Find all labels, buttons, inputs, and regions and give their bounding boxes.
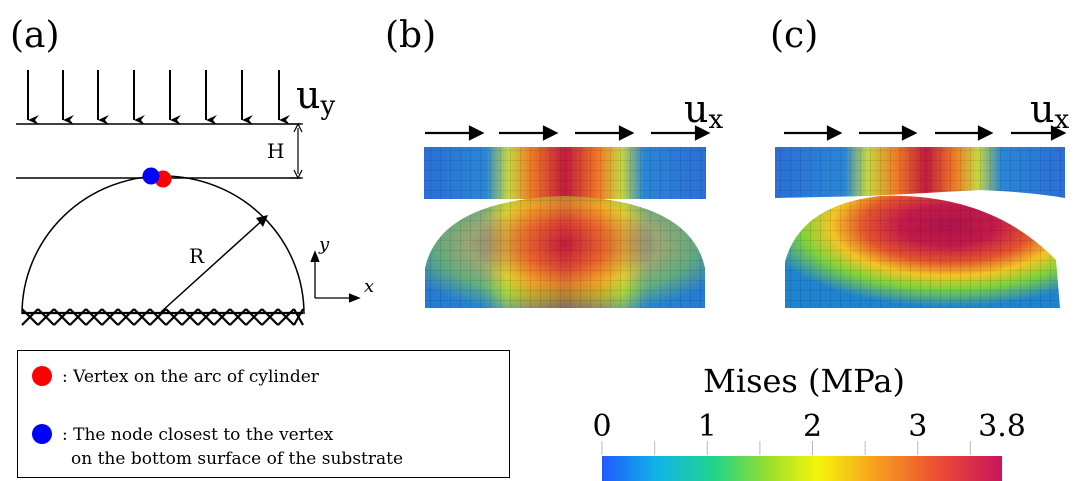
load-label-ux-c: ux — [1030, 87, 1069, 135]
node-blue-dot — [142, 167, 160, 185]
substrate-c-mesh — [775, 147, 1065, 198]
load-symbol-c: u — [1030, 87, 1054, 131]
legend-text-vertex: : Vertex on the arc of cylinder — [62, 367, 319, 387]
colorbar-tick-label: 3 — [908, 409, 927, 444]
hatch-mark — [245, 308, 263, 326]
colorbar-title: Mises (MPa) — [703, 362, 905, 400]
panel-a: (a) uy H R — [10, 15, 374, 326]
load-arrows-y — [27, 70, 290, 125]
axis-y-label: y — [318, 234, 330, 255]
colorbar-gradient — [602, 456, 1002, 481]
height-label: H — [267, 139, 284, 163]
substrate-b-mesh — [424, 147, 706, 199]
coordinate-axes — [310, 250, 361, 303]
load-symbol: u — [296, 73, 320, 117]
hatch-mark — [197, 308, 215, 326]
hatch-mark — [117, 308, 135, 326]
colorbar: Mises (MPa) 0 1 2 3 3.8 — [592, 362, 1026, 481]
colorbar-ticks: 0 1 2 3 3.8 — [592, 409, 1026, 455]
cylinder-b — [425, 196, 705, 308]
hatch-mark — [165, 308, 183, 326]
legend-blue-dot — [32, 424, 52, 444]
panel-b-label: (b) — [385, 15, 436, 56]
hatch-mark — [53, 308, 71, 326]
hatch-mark — [213, 308, 231, 326]
radius-arrowhead — [256, 215, 268, 227]
legend-red-dot — [32, 366, 52, 386]
legend-item-vertex: : Vertex on the arc of cylinder — [32, 365, 319, 389]
hatch-mark — [181, 308, 199, 326]
colorbar-tick-label: 1 — [698, 409, 717, 444]
hatch-mark — [277, 308, 295, 326]
load-subscript-c: x — [1054, 105, 1069, 135]
hatch-mark — [37, 308, 55, 326]
load-arrows-x-c — [784, 125, 1067, 141]
radius-label: R — [189, 244, 205, 268]
load-subscript-b: x — [708, 105, 723, 135]
hatch-marks — [21, 308, 304, 326]
hatch-mark — [85, 308, 103, 326]
hatch-mark — [229, 308, 247, 326]
hatch-mark — [293, 308, 304, 326]
hatch-mark — [149, 308, 167, 326]
colorbar-tick-label: 0 — [592, 409, 611, 444]
hatch-mark — [133, 308, 151, 326]
hatch-mark — [101, 308, 119, 326]
panel-a-label: (a) — [10, 15, 60, 56]
half-cylinder-outline — [21, 175, 305, 315]
legend-text-node-line1: : The node closest to the vertex — [62, 425, 334, 445]
panel-c: (c) ux — [770, 15, 1069, 308]
axis-x-label: x — [364, 276, 374, 297]
hatch-mark — [69, 308, 87, 326]
colorbar-tick-label: 3.8 — [978, 409, 1026, 444]
load-subscript: y — [319, 91, 335, 121]
panel-c-label: (c) — [770, 15, 818, 56]
colorbar-tick-label: 2 — [803, 409, 822, 444]
load-label-ux-b: ux — [684, 87, 723, 135]
load-arrows-x-b — [425, 125, 711, 141]
cylinder-c — [785, 195, 1060, 308]
panel-b: (b) ux — [385, 15, 723, 308]
hatch-mark — [261, 308, 279, 326]
hatch-mark — [21, 308, 39, 326]
legend-item-node: : The node closest to the vertex on the … — [32, 423, 403, 471]
load-symbol-b: u — [684, 87, 708, 131]
legend-text-node-line2: on the bottom surface of the substrate — [71, 449, 404, 469]
height-dimension — [290, 122, 303, 180]
radius-line — [160, 216, 267, 313]
load-label-uy: uy — [296, 73, 335, 121]
legend-box: : Vertex on the arc of cylinder : The no… — [17, 350, 510, 478]
